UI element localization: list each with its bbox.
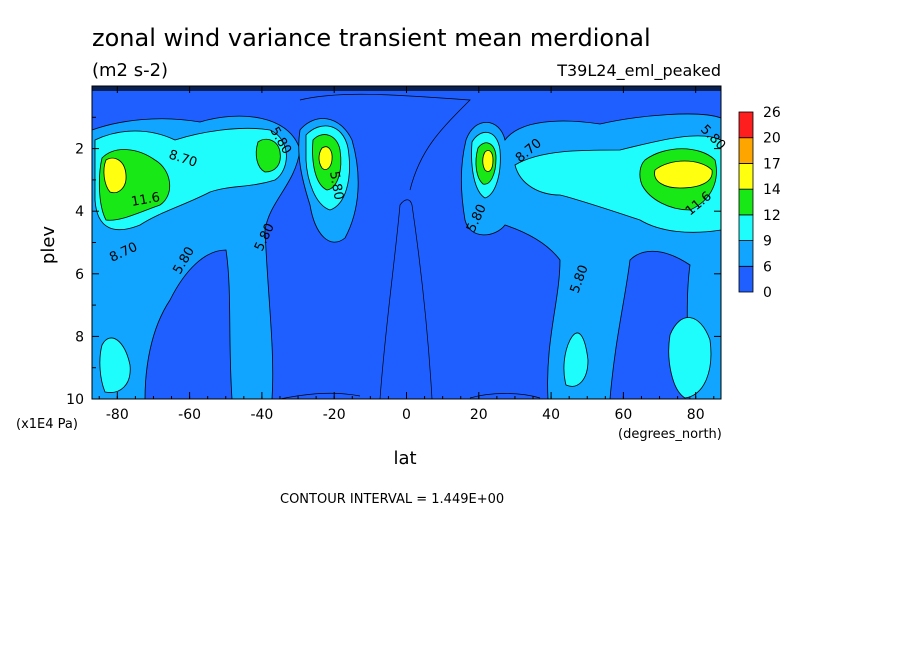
y-axis: 2 4 6 8 10 — [66, 116, 721, 408]
contour-lines — [279, 93, 541, 399]
colorbar-level-label: 20 — [763, 131, 781, 147]
colorbar-level-label: 26 — [763, 105, 781, 121]
x-tick-label: -40 — [250, 407, 273, 423]
x-tick-label: -80 — [106, 407, 129, 423]
band-14-17 — [103, 146, 713, 194]
colorbar-level-label: 0 — [763, 285, 772, 301]
x-tick-label: 80 — [687, 407, 705, 423]
y-axis-label: plev — [38, 226, 59, 265]
colorbar-swatch — [738, 111, 754, 139]
colorbar-level-label: 17 — [763, 156, 781, 172]
x-tick-label: -20 — [323, 407, 346, 423]
y-tick-label: 2 — [75, 142, 84, 158]
colorbar: 0 6 9 12 14 17 20 26 — [738, 105, 781, 301]
colorbar-swatch — [738, 240, 754, 267]
colorbar-level-label: 9 — [763, 234, 772, 250]
x-tick-label: 40 — [542, 407, 560, 423]
y-tick-label: 4 — [75, 204, 84, 220]
colorbar-swatch — [738, 163, 754, 190]
dataset-label: T39L24_eml_peaked — [556, 61, 721, 81]
colorbar-level-label: 6 — [763, 259, 772, 275]
y-unit-label: (x1E4 Pa) — [16, 417, 78, 432]
x-tick-label: 60 — [614, 407, 632, 423]
colorbar-swatch — [738, 137, 754, 164]
x-tick-label: 0 — [402, 407, 411, 423]
contour-interval-note: CONTOUR INTERVAL = 1.449E+00 — [280, 492, 504, 507]
chart-subtitle: (m2 s-2) — [92, 60, 168, 81]
chart-title: zonal wind variance transient mean merdi… — [92, 24, 651, 52]
x-tick-label: 20 — [470, 407, 488, 423]
colorbar-swatch — [738, 188, 754, 216]
x-tick-label: -60 — [178, 407, 201, 423]
x-axis: -80 -60 -40 -20 0 20 40 60 80 — [98, 86, 715, 423]
colorbar-level-label: 14 — [763, 182, 781, 198]
x-axis-label: lat — [393, 448, 416, 469]
y-tick-label: 8 — [75, 329, 84, 345]
y-tick-label: 6 — [75, 267, 84, 283]
y-tick-label: 10 — [66, 392, 84, 408]
x-unit-label: (degrees_north) — [618, 427, 722, 442]
colorbar-swatch — [738, 265, 754, 293]
contour-label: 11.6 — [130, 190, 161, 210]
colorbar-swatch — [738, 214, 754, 241]
colorbar-level-label: 12 — [763, 208, 781, 224]
contour-plot-area — [92, 86, 721, 399]
contour-label: 5.80 — [326, 170, 346, 201]
